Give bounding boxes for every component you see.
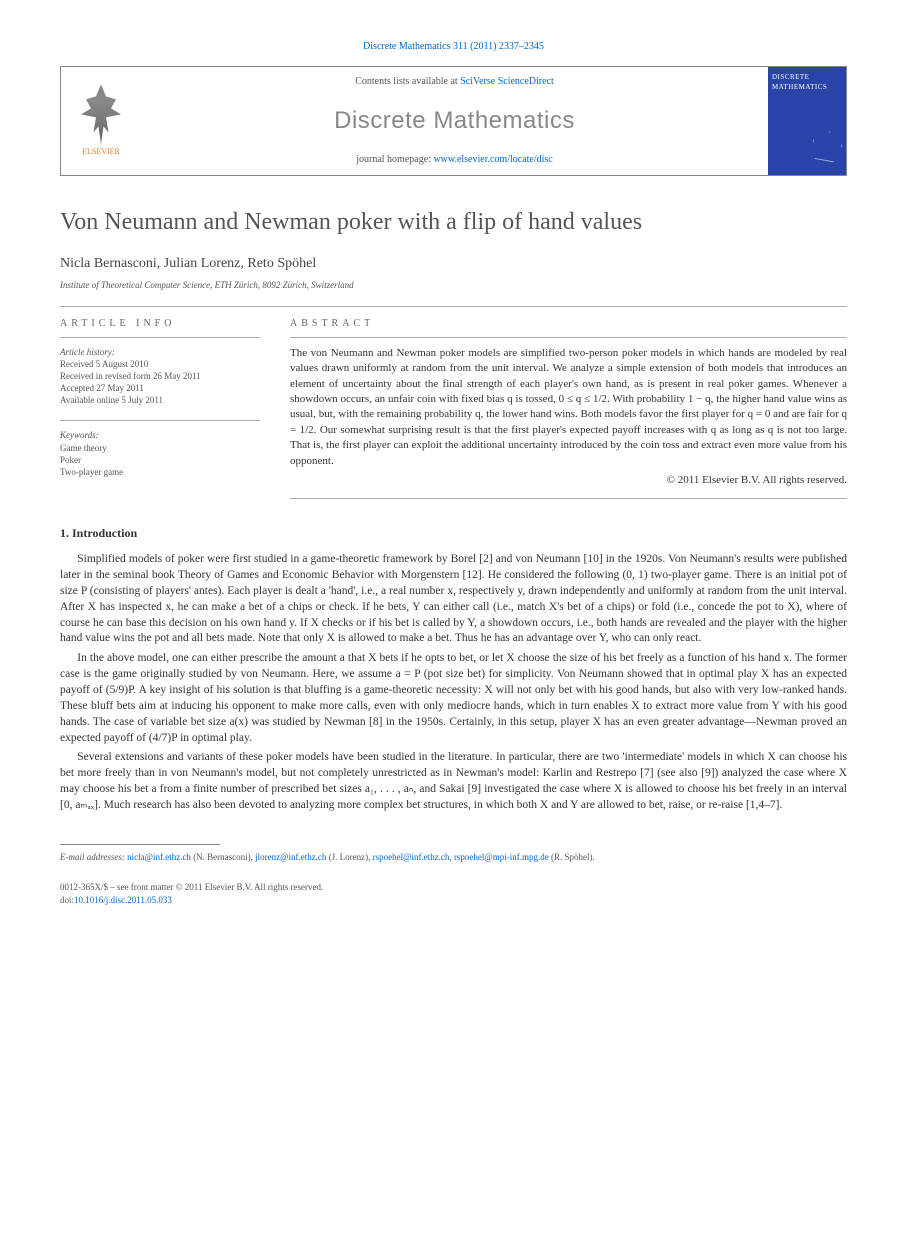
history-label: Article history:: [60, 346, 260, 358]
doi-line: doi:10.1016/j.disc.2011.05.033: [60, 894, 847, 906]
cover-pentagon-icon: [810, 129, 845, 164]
email-who: (N. Bernasconi): [193, 852, 250, 862]
article-title: Von Neumann and Newman poker with a flip…: [60, 206, 847, 240]
section-heading: 1. Introduction: [60, 525, 847, 542]
history-accepted: Accepted 27 May 2011: [60, 382, 260, 394]
email-link[interactable]: rspoehel@inf.ethz.ch: [373, 852, 450, 862]
keyword: Poker: [60, 454, 260, 466]
affiliation: Institute of Theoretical Computer Scienc…: [60, 279, 847, 292]
keyword: Game theory: [60, 442, 260, 454]
sciencedirect-link[interactable]: SciVerse ScienceDirect: [460, 76, 554, 87]
email-link[interactable]: jlorenz@inf.ethz.ch: [255, 852, 326, 862]
bottom-meta: 0012-365X/$ – see front matter © 2011 El…: [60, 881, 847, 905]
divider: [290, 498, 847, 499]
article-info-heading: ARTICLE INFO: [60, 307, 260, 338]
doi-link[interactable]: 10.1016/j.disc.2011.05.033: [74, 895, 172, 905]
publisher-name: ELSEVIER: [82, 146, 120, 157]
contents-line: Contents lists available at SciVerse Sci…: [355, 75, 554, 89]
keywords-block: Keywords: Game theory Poker Two-player g…: [60, 429, 260, 478]
homepage-link[interactable]: www.elsevier.com/locate/disc: [433, 154, 552, 165]
footnote-rule: [60, 844, 220, 845]
history-received: Received 5 August 2010: [60, 358, 260, 370]
cover-title: DISCRETE MATHEMATICS: [772, 73, 842, 93]
journal-cover-thumb: DISCRETE MATHEMATICS: [768, 67, 846, 175]
info-abstract-row: ARTICLE INFO Article history: Received 5…: [60, 307, 847, 500]
keywords-label: Keywords:: [60, 429, 260, 441]
abstract-heading: ABSTRACT: [290, 307, 847, 338]
header-center: Contents lists available at SciVerse Sci…: [141, 67, 768, 175]
abstract-copyright: © 2011 Elsevier B.V. All rights reserved…: [290, 473, 847, 488]
article-info-column: ARTICLE INFO Article history: Received 5…: [60, 307, 260, 500]
body-paragraph: Several extensions and variants of these…: [60, 750, 847, 813]
authors: Nicla Bernasconi, Julian Lorenz, Reto Sp…: [60, 254, 847, 274]
running-head: Discrete Mathematics 311 (2011) 2337–234…: [60, 40, 847, 54]
journal-name: Discrete Mathematics: [334, 104, 575, 138]
homepage-prefix: journal homepage:: [356, 154, 433, 165]
abstract-text: The von Neumann and Newman poker models …: [290, 346, 847, 469]
running-head-link[interactable]: Discrete Mathematics 311 (2011) 2337–234…: [363, 41, 544, 52]
email-who: (R. Spöhel): [551, 852, 593, 862]
issn-line: 0012-365X/$ – see front matter © 2011 El…: [60, 881, 847, 893]
contents-prefix: Contents lists available at: [355, 76, 460, 87]
history-revised: Received in revised form 26 May 2011: [60, 370, 260, 382]
corresponding-emails: E-mail addresses: nicla@inf.ethz.ch (N. …: [60, 851, 847, 864]
divider: [60, 420, 260, 421]
elsevier-logo: ELSEVIER: [61, 67, 141, 175]
doi-label: doi:: [60, 895, 74, 905]
email-link[interactable]: rspoehel@mpi-inf.mpg.de: [454, 852, 549, 862]
abstract-column: ABSTRACT The von Neumann and Newman poke…: [290, 307, 847, 500]
body-paragraph: Simplified models of poker were first st…: [60, 552, 847, 647]
journal-header: ELSEVIER Contents lists available at Sci…: [60, 66, 847, 176]
elsevier-tree-icon: [76, 84, 126, 144]
article-history: Article history: Received 5 August 2010 …: [60, 346, 260, 407]
history-online: Available online 5 July 2011: [60, 394, 260, 406]
keyword: Two-player game: [60, 466, 260, 478]
email-who: (J. Lorenz): [329, 852, 368, 862]
email-link[interactable]: nicla@inf.ethz.ch: [127, 852, 191, 862]
body-paragraph: In the above model, one can either presc…: [60, 651, 847, 746]
email-label: E-mail addresses:: [60, 852, 125, 862]
homepage-line: journal homepage: www.elsevier.com/locat…: [356, 153, 553, 167]
